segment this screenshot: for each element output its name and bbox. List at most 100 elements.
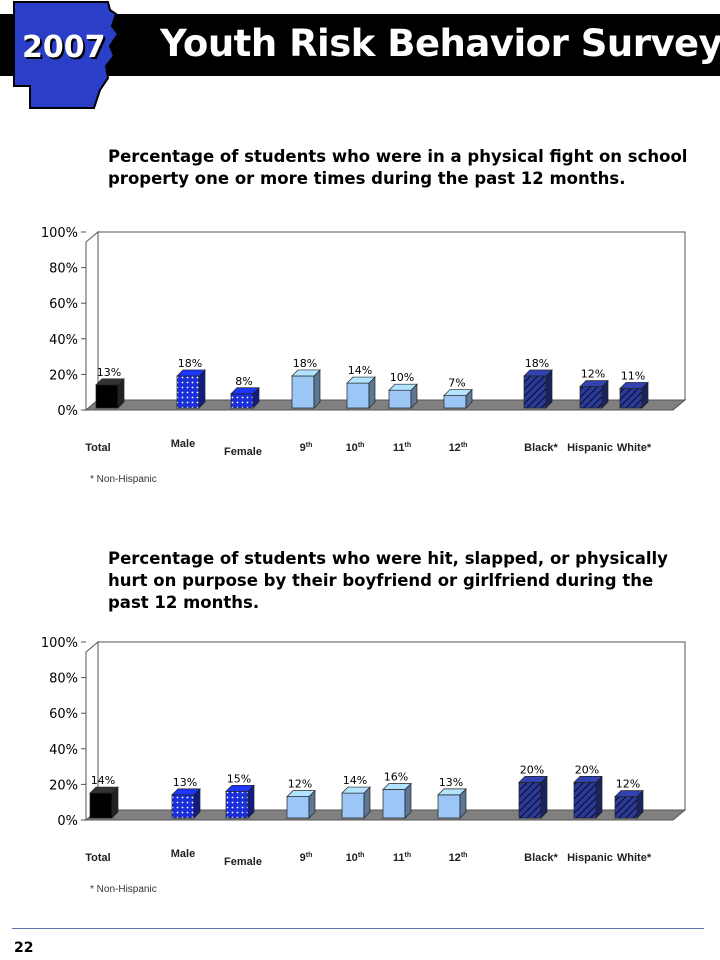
bar-10th	[346, 376, 376, 409]
footnote: * Non-Hispanic	[90, 474, 157, 485]
chart-2-title: Percentage of students who were hit, sla…	[108, 549, 668, 612]
bar-front	[89, 792, 113, 819]
y-tick-label: 0%	[57, 404, 78, 419]
footnote: * Non-Hispanic	[90, 884, 157, 895]
bar-top	[579, 380, 609, 387]
y-tick-label: 20%	[49, 778, 78, 793]
bar-male	[176, 369, 206, 409]
bar-top	[614, 790, 644, 797]
bar-front	[518, 782, 542, 819]
bar-11th	[388, 383, 418, 409]
y-tick-label: 80%	[49, 672, 78, 687]
bar-top	[176, 369, 206, 377]
page-title: Youth Risk Behavior Survey	[160, 22, 720, 65]
bar-hispanic	[573, 775, 603, 819]
bar-front	[225, 790, 249, 819]
x-tick-label: 12th	[449, 442, 468, 454]
x-tick-label: Hispanic	[567, 442, 613, 454]
x-tick-label: 10th	[346, 852, 365, 864]
x-tick-label: 11th	[393, 442, 411, 454]
bar-front	[346, 382, 370, 409]
bar-top	[619, 382, 649, 389]
y-tick-label: 80%	[49, 262, 78, 277]
bar-top	[230, 387, 260, 395]
bar-top	[518, 776, 548, 783]
x-tick-label: Hispanic	[567, 852, 613, 864]
bar-side	[595, 775, 603, 819]
bar-white	[619, 381, 649, 409]
data-label: 20%	[520, 763, 544, 776]
bar-top	[437, 788, 467, 796]
bar-front	[176, 375, 200, 409]
bar-top	[286, 790, 316, 797]
x-tick-label: Female	[224, 856, 262, 868]
data-label: 20%	[575, 763, 599, 776]
x-tick-label: White*	[617, 852, 652, 864]
data-label: 12%	[288, 778, 312, 791]
y-tick-label: 40%	[49, 333, 78, 348]
bar-11th	[382, 782, 412, 819]
y-tick-label: 60%	[49, 297, 78, 312]
x-tick-label: Female	[224, 446, 262, 458]
bar-front	[388, 389, 412, 409]
data-label: 18%	[178, 357, 202, 370]
data-label: 12%	[581, 368, 605, 381]
data-label: 18%	[293, 357, 317, 370]
bar-side	[540, 775, 548, 819]
y-tick-label: 100%	[41, 636, 78, 651]
data-label: 8%	[235, 375, 252, 388]
bar-top	[443, 389, 473, 396]
bar-front	[437, 794, 461, 819]
bar-12th	[443, 388, 473, 409]
bar-9th	[291, 369, 321, 409]
x-tick-label: Male	[171, 848, 195, 860]
bar-9th	[286, 789, 316, 819]
x-tick-label: 9th	[300, 442, 313, 454]
bar-top	[341, 786, 371, 794]
bar-front	[573, 782, 597, 819]
bar-side	[545, 369, 553, 409]
x-tick-label: 10th	[346, 442, 365, 454]
bar-front	[230, 393, 254, 409]
data-label: 12%	[616, 778, 640, 791]
bar-side	[313, 369, 321, 409]
x-tick-label: 11th	[393, 852, 411, 864]
data-label: 14%	[343, 774, 367, 787]
bar-hispanic	[579, 379, 609, 409]
bar-front	[382, 789, 406, 819]
bar-top	[573, 776, 603, 783]
bar-top	[382, 783, 412, 790]
data-label: 16%	[384, 771, 408, 784]
bar-front	[341, 792, 365, 819]
bar-top	[388, 383, 418, 391]
page-number: 22	[14, 940, 34, 956]
bar-12th	[437, 788, 467, 819]
arkansas-state-icon	[13, 1, 120, 109]
bar-front	[523, 375, 547, 409]
bar-top	[225, 784, 255, 792]
bar-male	[171, 788, 201, 819]
x-tick-label: Total	[85, 442, 110, 454]
bar-top	[346, 376, 376, 384]
y-tick-label: 40%	[49, 743, 78, 758]
data-label: 11%	[621, 369, 645, 382]
chart-1-title: Percentage of students who were in a phy…	[108, 147, 688, 188]
y-tick-label: 60%	[49, 707, 78, 722]
bar-top	[89, 786, 119, 794]
data-label: 13%	[173, 776, 197, 789]
chart-2: 100% 80% 60% 40% 20% 0% 14% 13% 15% 12% 14% 16% 13% 2…	[41, 636, 687, 895]
bar-side	[198, 369, 206, 409]
header-bar	[0, 14, 720, 76]
survey-year: 2007	[22, 30, 106, 65]
side-wall	[85, 230, 99, 412]
bar-total	[95, 378, 125, 409]
x-tick-label: Black*	[524, 852, 558, 864]
x-tick-label: Total	[85, 852, 110, 864]
bar-front	[171, 794, 195, 819]
bar-black	[523, 369, 553, 409]
bar-front	[619, 388, 643, 409]
x-tick-label: 12th	[449, 852, 468, 864]
bar-top	[95, 378, 125, 386]
x-tick-label: White*	[617, 442, 652, 454]
data-label: 18%	[525, 357, 549, 370]
